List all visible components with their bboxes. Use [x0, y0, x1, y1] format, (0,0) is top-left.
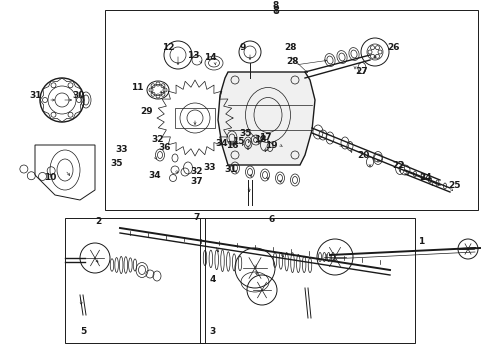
Text: 11: 11: [131, 82, 143, 91]
Text: 32: 32: [152, 135, 164, 144]
Text: 35: 35: [111, 158, 123, 167]
Text: 22: 22: [392, 161, 404, 170]
Text: 31: 31: [30, 90, 42, 99]
Text: 19: 19: [265, 140, 277, 149]
Text: 25: 25: [448, 181, 460, 190]
Bar: [200, 218, 415, 343]
Text: 5: 5: [80, 328, 86, 337]
Text: 1: 1: [418, 238, 424, 247]
Text: 20: 20: [357, 150, 369, 159]
Text: 34: 34: [216, 139, 228, 148]
Text: 28: 28: [286, 58, 298, 67]
Text: 36: 36: [159, 144, 171, 153]
Text: 33: 33: [116, 145, 128, 154]
Text: 28: 28: [284, 42, 296, 51]
Bar: [105, 10, 478, 210]
Text: 18: 18: [254, 135, 266, 144]
Text: 8: 8: [273, 0, 279, 9]
Text: 37: 37: [191, 177, 203, 186]
Text: 34: 34: [148, 171, 161, 180]
Text: 3: 3: [209, 328, 215, 337]
Text: 31: 31: [225, 166, 237, 175]
Text: 13: 13: [187, 51, 199, 60]
Text: 10: 10: [44, 174, 56, 183]
Text: 32: 32: [191, 167, 203, 176]
Text: 2: 2: [95, 217, 101, 226]
Text: 15: 15: [232, 138, 244, 147]
Text: 16: 16: [226, 140, 238, 149]
Text: 9: 9: [240, 42, 246, 51]
Text: 17: 17: [259, 134, 271, 143]
Text: 4: 4: [210, 275, 216, 284]
Bar: [65, 218, 205, 343]
Text: 12: 12: [162, 42, 174, 51]
Text: 29: 29: [141, 108, 153, 117]
Text: 27: 27: [356, 68, 368, 77]
Text: 6: 6: [269, 216, 275, 225]
Text: 30: 30: [73, 90, 85, 99]
Text: 14: 14: [204, 53, 216, 62]
Text: 7: 7: [194, 213, 200, 222]
Text: 33: 33: [204, 162, 216, 171]
Polygon shape: [218, 72, 315, 165]
Text: 24: 24: [420, 174, 432, 183]
Text: 35: 35: [240, 130, 252, 139]
Bar: [175, 108, 215, 128]
Text: 26: 26: [387, 42, 399, 51]
Text: 8: 8: [272, 6, 279, 16]
